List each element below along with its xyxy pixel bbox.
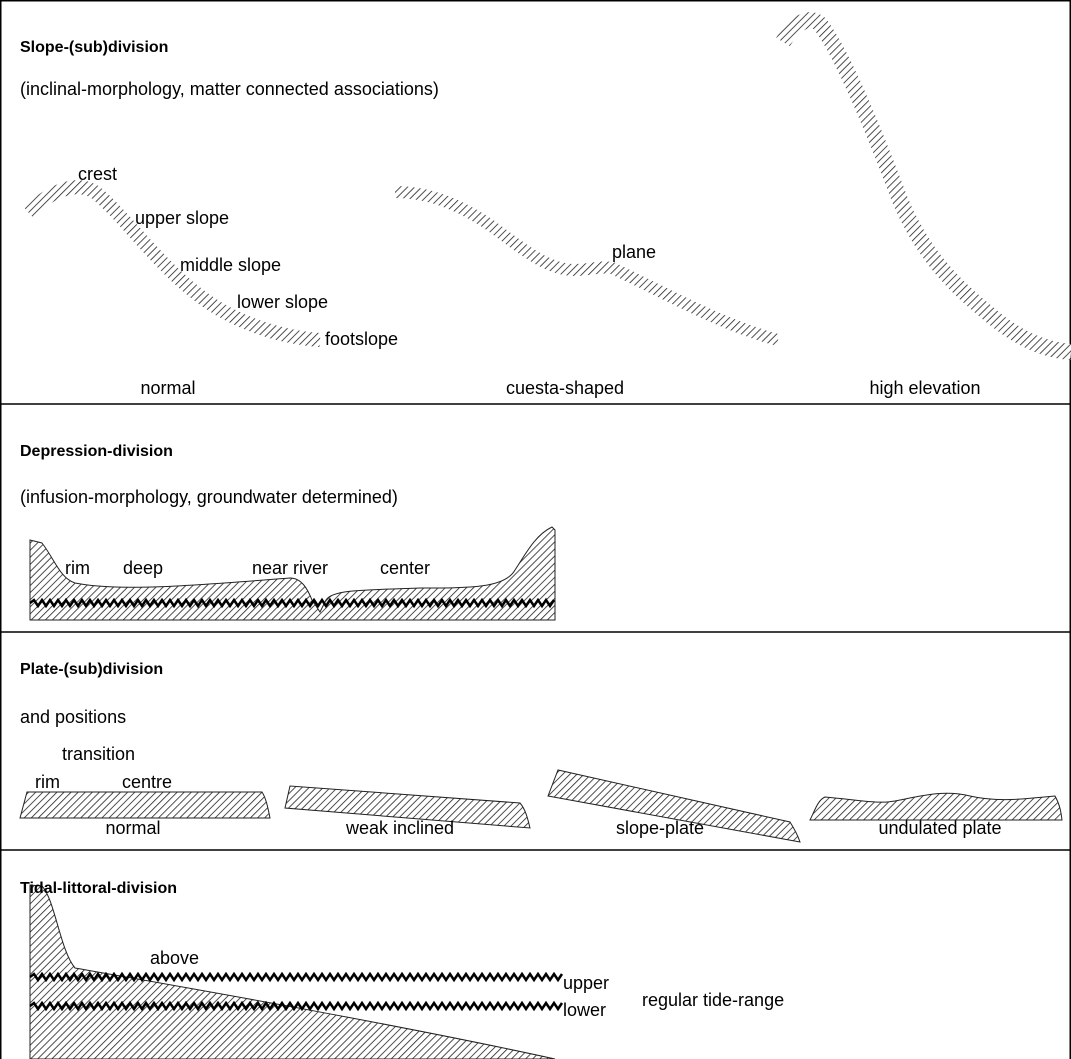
section-title: Tidal-littoral-division [20,880,177,897]
caption: cuesta-shaped [506,378,624,398]
label: regular tide-range [642,990,784,1010]
label: centre [122,772,172,792]
caption: normal [105,818,160,838]
frame [1,1,1071,1059]
label: lower slope [237,292,328,312]
label: plane [612,242,656,262]
caption: normal [140,378,195,398]
caption: weak inclined [345,818,454,838]
label: above [150,948,199,968]
section-title: Plate-(sub)division [20,661,163,678]
slope-high [783,20,1071,352]
slope-cuesta [395,192,778,340]
label: rim [65,558,90,578]
label: center [380,558,430,578]
section-title: Slope-(sub)division [20,39,168,56]
tidal-shape [30,885,555,1059]
label: transition [62,744,135,764]
label: footslope [325,329,398,349]
plate-normal [20,792,270,818]
diagram: Slope-(sub)division (inclinal-morphology… [0,0,1071,1059]
section-subtitle: (inclinal-morphology, matter connected a… [20,79,439,99]
label: upper slope [135,208,229,228]
label: near river [252,558,328,578]
label: upper [563,973,609,993]
caption: undulated plate [878,818,1001,838]
section-subtitle: (infusion-morphology, groundwater determ… [20,487,398,507]
label: crest [78,164,117,184]
section-title: Depression-division [20,443,173,460]
section-subtitle: and positions [20,707,126,727]
caption: slope-plate [616,818,704,838]
plate-undulated [810,793,1062,820]
label: rim [35,772,60,792]
label: lower [563,1000,606,1020]
label: middle slope [180,255,281,275]
label: deep [123,558,163,578]
caption: high elevation [869,378,980,398]
